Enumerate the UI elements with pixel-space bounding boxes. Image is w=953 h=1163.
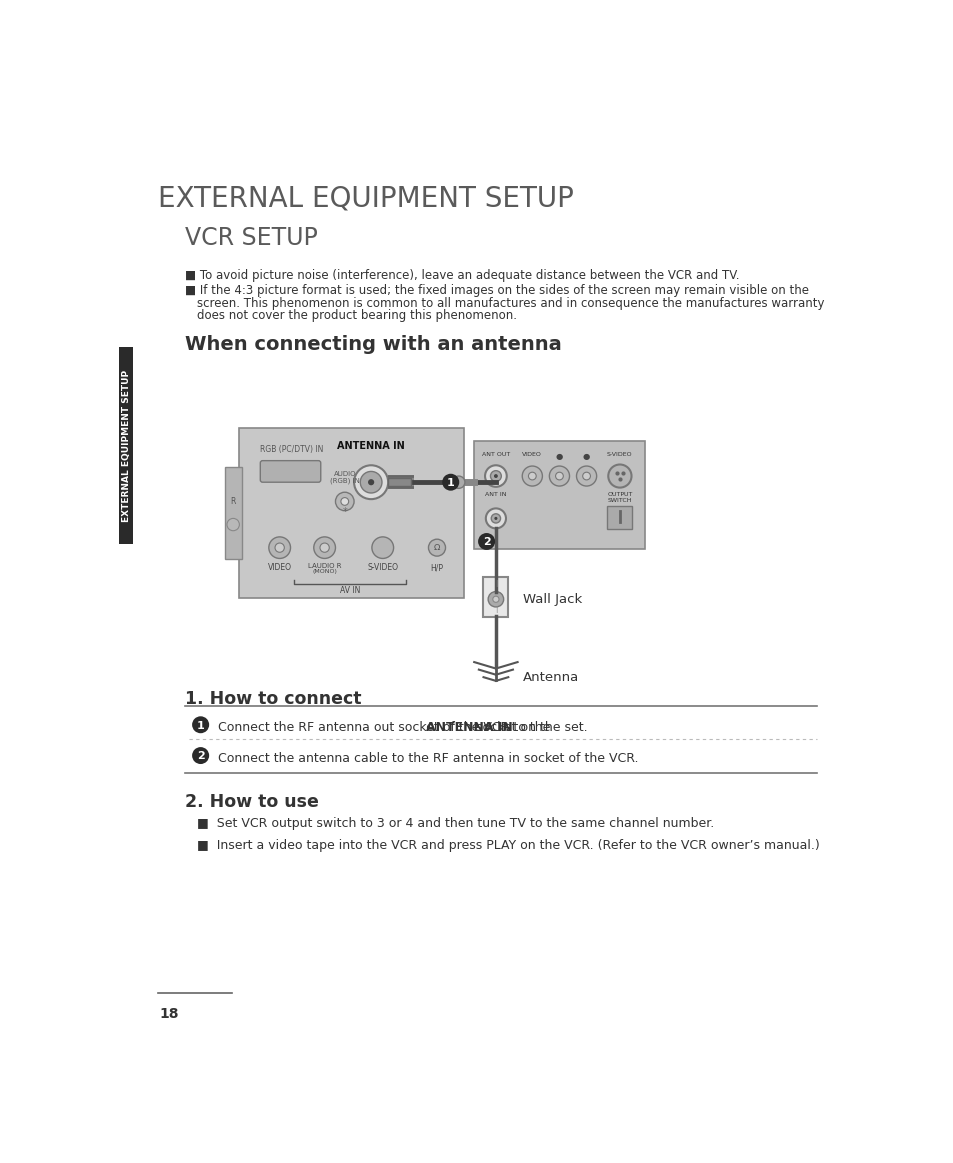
Text: S-VIDEO: S-VIDEO	[606, 452, 632, 457]
Circle shape	[491, 514, 500, 523]
Circle shape	[269, 537, 291, 558]
Circle shape	[227, 519, 239, 530]
FancyBboxPatch shape	[388, 478, 411, 486]
Text: ●: ●	[582, 452, 590, 462]
Text: AUDIO
(RGB) IN: AUDIO (RGB) IN	[330, 471, 359, 484]
Circle shape	[494, 475, 497, 478]
Circle shape	[549, 466, 569, 486]
Text: 18: 18	[159, 1007, 179, 1021]
Text: |: |	[495, 580, 497, 587]
Text: *: *	[342, 507, 347, 516]
FancyBboxPatch shape	[607, 506, 632, 529]
Circle shape	[274, 543, 284, 552]
Text: RGB (PC/DTV) IN: RGB (PC/DTV) IN	[260, 445, 323, 455]
Text: ●: ●	[556, 452, 562, 462]
Text: 2: 2	[196, 751, 204, 762]
FancyBboxPatch shape	[483, 577, 508, 616]
Circle shape	[192, 747, 209, 764]
Text: ■ To avoid picture noise (interference), leave an adequate distance between the : ■ To avoid picture noise (interference),…	[185, 269, 739, 281]
Circle shape	[442, 473, 458, 491]
Text: |: |	[495, 606, 497, 613]
Text: VIDEO: VIDEO	[522, 452, 541, 457]
Text: Connect the antenna cable to the RF antenna in socket of the VCR.: Connect the antenna cable to the RF ante…	[218, 751, 639, 765]
FancyBboxPatch shape	[474, 442, 644, 549]
Circle shape	[319, 543, 329, 552]
Text: Wall Jack: Wall Jack	[522, 593, 581, 606]
Circle shape	[340, 498, 348, 505]
Text: screen. This phenomenon is common to all manufactures and in consequence the man: screen. This phenomenon is common to all…	[196, 297, 823, 309]
Text: R: R	[231, 497, 235, 506]
Circle shape	[485, 508, 505, 528]
Circle shape	[372, 537, 394, 558]
Text: 1: 1	[446, 478, 455, 488]
Circle shape	[521, 466, 542, 486]
Circle shape	[576, 466, 596, 486]
Text: AV IN: AV IN	[339, 586, 359, 595]
Circle shape	[368, 479, 374, 485]
Circle shape	[452, 476, 464, 488]
FancyBboxPatch shape	[225, 466, 242, 559]
Circle shape	[477, 533, 495, 550]
Text: ANTENNA IN: ANTENNA IN	[426, 721, 512, 734]
Text: (MONO): (MONO)	[312, 569, 336, 575]
Text: 2. How to use: 2. How to use	[185, 792, 318, 811]
Circle shape	[314, 537, 335, 558]
Text: S-VIDEO: S-VIDEO	[367, 563, 397, 572]
Text: EXTERNAL EQUIPMENT SETUP: EXTERNAL EQUIPMENT SETUP	[122, 370, 131, 522]
Text: 2: 2	[482, 537, 490, 548]
Text: When connecting with an antenna: When connecting with an antenna	[185, 335, 561, 355]
Text: Ω: Ω	[434, 543, 439, 552]
Circle shape	[354, 465, 388, 499]
Circle shape	[582, 472, 590, 480]
Text: 1: 1	[196, 721, 204, 730]
Circle shape	[360, 471, 381, 493]
Circle shape	[490, 471, 500, 481]
Circle shape	[428, 540, 445, 556]
Circle shape	[555, 472, 562, 480]
Text: does not cover the product bearing this phenomenon.: does not cover the product bearing this …	[196, 309, 517, 322]
Circle shape	[335, 492, 354, 511]
Text: EXTERNAL EQUIPMENT SETUP: EXTERNAL EQUIPMENT SETUP	[158, 184, 574, 212]
Text: H/P: H/P	[430, 563, 443, 572]
Circle shape	[192, 716, 209, 733]
Circle shape	[608, 464, 631, 487]
FancyBboxPatch shape	[119, 348, 133, 544]
Circle shape	[494, 516, 497, 520]
Text: VCR SETUP: VCR SETUP	[185, 226, 317, 250]
Text: LAUDIO R: LAUDIO R	[308, 563, 341, 569]
Circle shape	[488, 592, 503, 607]
FancyBboxPatch shape	[260, 461, 320, 483]
FancyBboxPatch shape	[239, 428, 464, 598]
Text: ■ If the 4:3 picture format is used; the fixed images on the sides of the screen: ■ If the 4:3 picture format is used; the…	[185, 284, 808, 298]
Text: Connect the RF antenna out socket of the VCR to the: Connect the RF antenna out socket of the…	[218, 721, 555, 734]
Text: ■  Set VCR output switch to 3 or 4 and then tune TV to the same channel number.: ■ Set VCR output switch to 3 or 4 and th…	[196, 818, 713, 830]
Circle shape	[493, 597, 498, 602]
Text: ■  Insert a video tape into the VCR and press PLAY on the VCR. (Refer to the VCR: ■ Insert a video tape into the VCR and p…	[196, 839, 819, 851]
Text: socket on the set.: socket on the set.	[472, 721, 587, 734]
Text: VIDEO: VIDEO	[268, 563, 292, 572]
Text: Antenna: Antenna	[522, 671, 578, 684]
Text: ANT OUT: ANT OUT	[481, 452, 510, 457]
Text: 1. How to connect: 1. How to connect	[185, 690, 361, 708]
Circle shape	[528, 472, 536, 480]
Text: ANTENNA IN: ANTENNA IN	[337, 441, 405, 450]
Circle shape	[484, 465, 506, 487]
Text: OUTPUT
SWITCH: OUTPUT SWITCH	[606, 492, 632, 504]
Text: ANT IN: ANT IN	[485, 492, 506, 498]
